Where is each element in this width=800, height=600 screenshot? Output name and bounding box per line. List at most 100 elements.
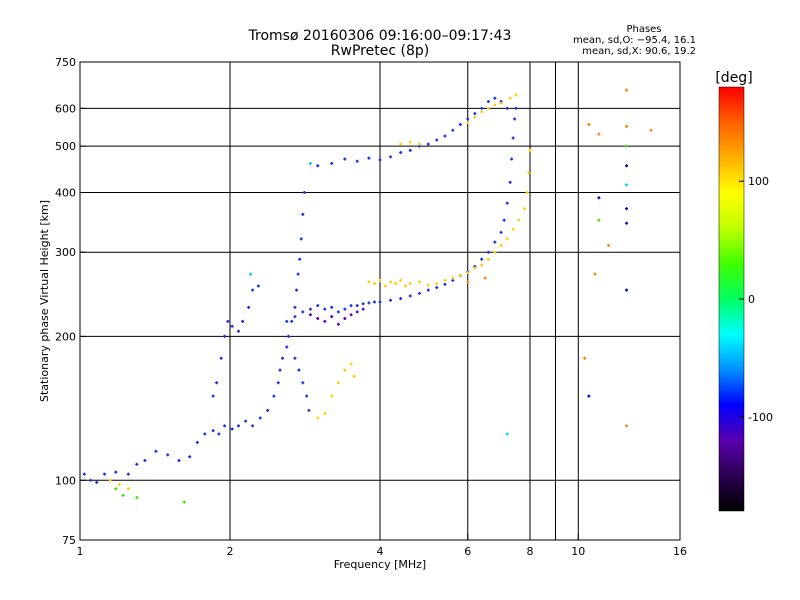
data-point [302, 190, 306, 194]
data-point [408, 282, 412, 286]
y-tick-label: 500 [55, 140, 76, 153]
data-point [343, 368, 347, 372]
data-point [587, 123, 591, 127]
data-point [355, 310, 359, 314]
data-point [316, 416, 320, 420]
chart-title: Tromsø 20160306 09:16:00–09:17:43 [248, 28, 512, 44]
data-point [82, 472, 86, 476]
data-point [403, 284, 407, 288]
data-point [408, 140, 412, 144]
data-point [323, 319, 327, 323]
data-point [458, 274, 462, 278]
data-point [308, 161, 312, 165]
data-point [114, 487, 118, 491]
x-tick-label: 2 [227, 545, 234, 558]
data-point [251, 424, 255, 428]
data-point [223, 424, 227, 428]
data-point [247, 305, 251, 309]
data-point [499, 101, 503, 105]
x-tick-label: 6 [464, 545, 471, 558]
data-point [443, 134, 447, 138]
data-point [367, 156, 371, 160]
data-point [316, 164, 320, 168]
x-axis: 1 2 4 6 8 10 16 [77, 534, 687, 558]
data-point [301, 212, 305, 216]
data-point [508, 180, 512, 184]
data-point [399, 297, 403, 301]
data-point [649, 128, 653, 132]
data-point [528, 148, 532, 152]
data-point [316, 316, 320, 320]
data-point [343, 307, 347, 311]
data-point [143, 458, 147, 462]
data-point [499, 243, 503, 247]
data-point [473, 112, 477, 116]
data-point [305, 394, 309, 398]
data-point [108, 478, 112, 482]
data-point [408, 148, 412, 152]
data-point [499, 230, 503, 234]
data-point [361, 307, 365, 311]
data-point [517, 218, 521, 222]
data-point [251, 288, 255, 292]
data-point [308, 307, 312, 311]
data-point [211, 394, 215, 398]
data-point [135, 496, 139, 500]
data-point [389, 280, 393, 284]
data-point [330, 161, 334, 165]
data-point [486, 100, 490, 104]
data-point [417, 291, 421, 295]
data-point [383, 284, 387, 288]
data-point [505, 106, 509, 110]
data-point [323, 307, 327, 311]
data-point [154, 449, 158, 453]
data-point [285, 319, 289, 323]
data-point [343, 316, 347, 320]
data-point [394, 282, 398, 286]
data-point [625, 207, 629, 211]
colorbar-tick-label: 0 [748, 293, 755, 306]
data-point [330, 315, 334, 319]
data-point [236, 424, 240, 428]
data-point [408, 294, 412, 298]
data-point [451, 128, 455, 132]
data-point [525, 190, 529, 194]
data-point [307, 408, 311, 412]
data-point [625, 164, 629, 168]
chart-subtitle: RwPretec (8p) [331, 43, 429, 59]
data-point [298, 257, 302, 261]
colorbar-label: [deg] [715, 70, 752, 86]
y-tick-label: 75 [62, 534, 76, 547]
data-point [486, 257, 490, 261]
data-point [117, 482, 121, 486]
data-point [625, 424, 629, 428]
phase-stats-header: Phases [626, 24, 661, 35]
data-point [126, 472, 130, 476]
y-tick-label: 200 [55, 330, 76, 343]
data-point [443, 278, 447, 282]
x-tick-label: 4 [377, 545, 384, 558]
data-point [285, 345, 289, 349]
data-point [349, 313, 353, 317]
data-point [349, 362, 353, 366]
data-point [276, 381, 280, 385]
data-point [343, 157, 347, 161]
data-point [505, 432, 509, 436]
data-point [597, 196, 601, 200]
data-point [399, 150, 403, 154]
data-point [493, 103, 497, 107]
data-point [89, 478, 93, 482]
data-point [203, 432, 207, 436]
data-point [625, 221, 629, 225]
data-point [527, 171, 531, 175]
y-tick-label: 300 [55, 246, 76, 259]
data-point [511, 136, 515, 140]
y-tick-label: 100 [55, 474, 76, 487]
data-point [435, 286, 439, 290]
data-point [230, 427, 234, 431]
data-point [286, 334, 290, 338]
data-point [597, 132, 601, 136]
data-point [281, 356, 285, 360]
data-point [523, 207, 527, 211]
data-point [236, 329, 240, 333]
